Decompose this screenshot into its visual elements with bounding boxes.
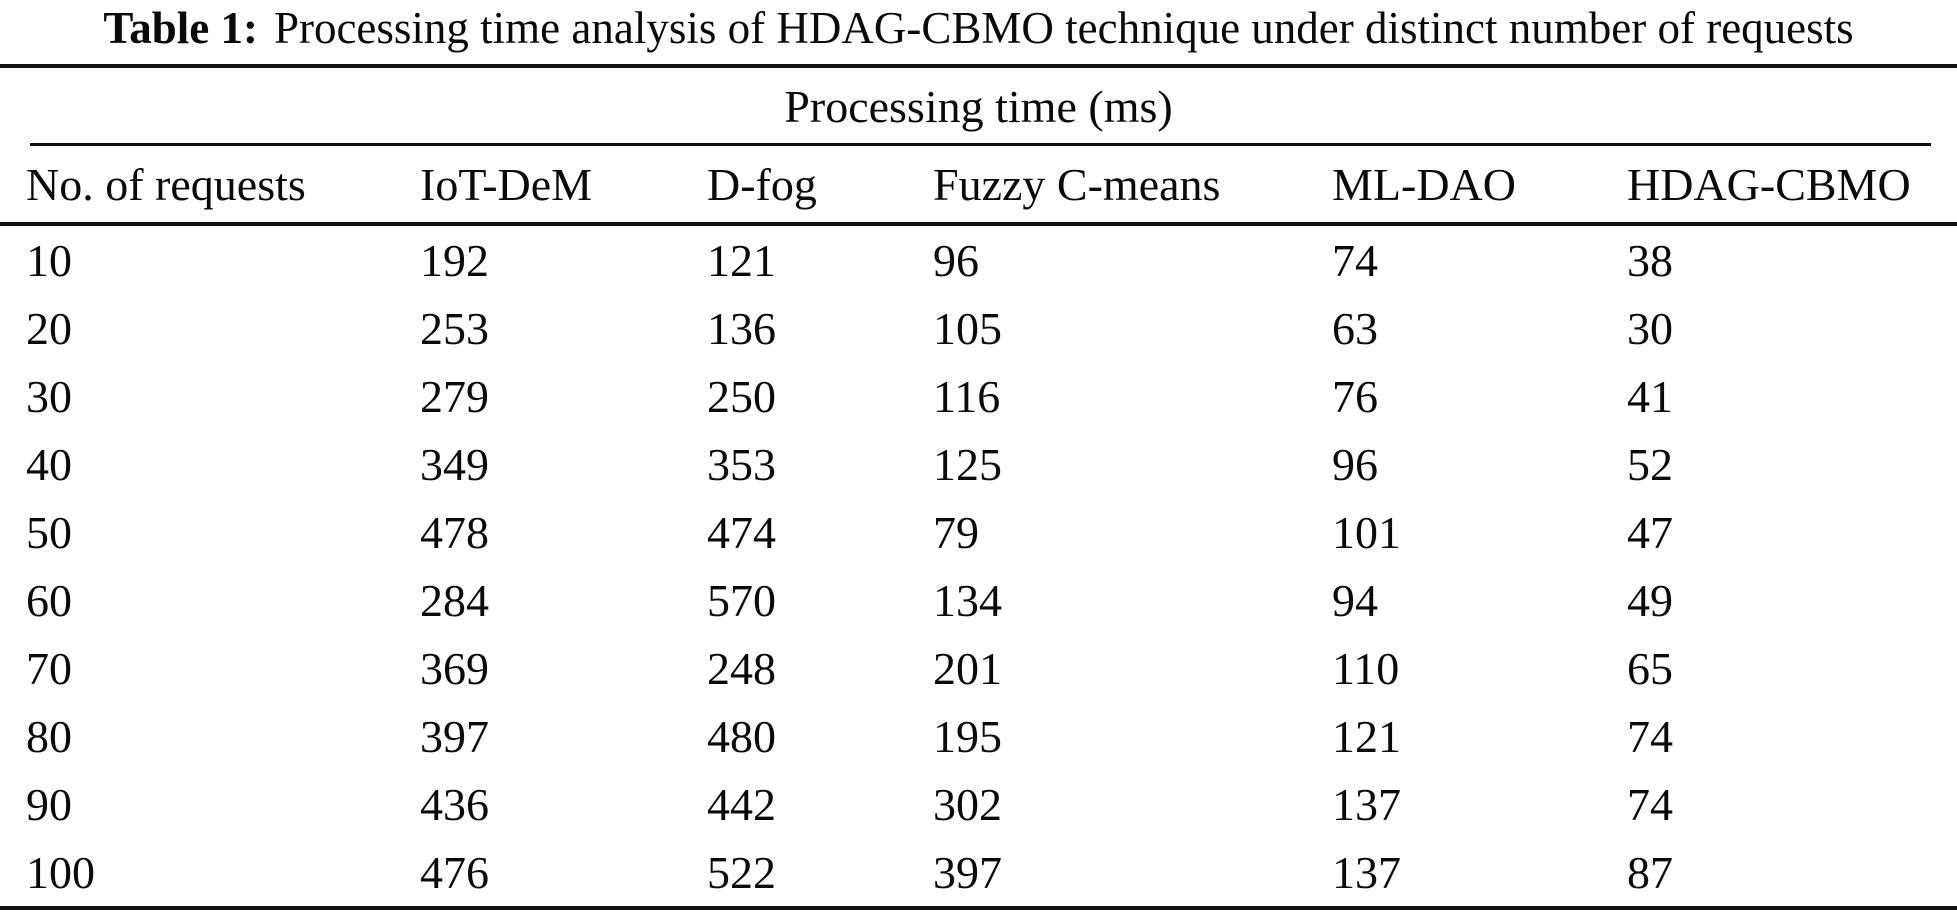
table-row: 100 476 522 397 137 87 (0, 838, 1957, 906)
table-cell: 50 (26, 506, 72, 558)
table-cell: 101 (1332, 506, 1401, 558)
table-row: 30 279 250 116 76 41 (0, 362, 1957, 430)
table-cell: 442 (707, 778, 776, 830)
table-cell: 52 (1627, 438, 1673, 490)
span-header-rule (30, 143, 1931, 146)
table-cell: 60 (26, 574, 72, 626)
table-cell: 134 (933, 574, 1002, 626)
table-cell: 480 (707, 710, 776, 762)
table-cell: 30 (1627, 302, 1673, 354)
table-cell: 397 (933, 846, 1002, 898)
table-cell: 195 (933, 710, 1002, 762)
table-row: 80 397 480 195 121 74 (0, 702, 1957, 770)
header-row: No. of requests IoT-DeM D-fog Fuzzy C-me… (0, 146, 1957, 226)
column-header-hdag-cbmo: HDAG-CBMO (1627, 146, 1957, 226)
table-bottom-rule (0, 906, 1957, 910)
table-row: 90 436 442 302 137 74 (0, 770, 1957, 838)
table-cell: 474 (707, 506, 776, 558)
table-cell: 47 (1627, 506, 1673, 558)
span-header-processing-time: Processing time (ms) (784, 81, 1173, 132)
table-cell: 90 (26, 778, 72, 830)
table-cell: 397 (420, 710, 489, 762)
table-cell: 87 (1627, 846, 1673, 898)
table-cell: 284 (420, 574, 489, 626)
table-row: 50 478 474 79 101 47 (0, 498, 1957, 566)
column-header-fuzzy-c-means: Fuzzy C-means (933, 146, 1332, 226)
table-cell: 70 (26, 642, 72, 694)
table-cell: 96 (933, 234, 979, 286)
table-cell: 96 (1332, 438, 1378, 490)
table-top-rule (0, 64, 1957, 68)
table-cell: 478 (420, 506, 489, 558)
table-cell: 279 (420, 370, 489, 422)
table-body: 10 192 121 96 74 38 20 253 136 105 63 30 30 279 250 116… (0, 224, 1957, 906)
table-cell: 116 (933, 370, 1001, 422)
table-cell: 121 (1332, 710, 1401, 762)
table-caption-text: Processing time analysis of HDAG-CBMO te… (273, 3, 1854, 53)
table-row: 10 192 121 96 74 38 (0, 224, 1957, 294)
table-cell: 100 (26, 846, 95, 898)
table-cell: 192 (420, 234, 489, 286)
table-cell: 74 (1627, 710, 1673, 762)
column-header-no-of-requests: No. of requests (0, 146, 420, 226)
table-cell: 76 (1332, 370, 1378, 422)
table-cell: 65 (1627, 642, 1673, 694)
table-cell: 94 (1332, 574, 1378, 626)
table-cell: 369 (420, 642, 489, 694)
table-cell: 79 (933, 506, 979, 558)
table-cell: 74 (1627, 778, 1673, 830)
table-cell: 38 (1627, 234, 1673, 286)
table-cell: 20 (26, 302, 72, 354)
column-header-ml-dao: ML-DAO (1332, 146, 1627, 226)
data-table: No. of requests IoT-DeM D-fog Fuzzy C-me… (0, 146, 1957, 906)
table-cell: 41 (1627, 370, 1673, 422)
table-caption: Table 1: Processing time analysis of HDAG… (0, 0, 1957, 64)
table-row: 20 253 136 105 63 30 (0, 294, 1957, 362)
column-header-iot-dem: IoT-DeM (420, 146, 707, 226)
table-cell: 74 (1332, 234, 1378, 286)
table-cell: 570 (707, 574, 776, 626)
table-cell: 137 (1332, 846, 1401, 898)
table-cell: 137 (1332, 778, 1401, 830)
table-row: 70 369 248 201 110 65 (0, 634, 1957, 702)
table-cell: 349 (420, 438, 489, 490)
table-cell: 522 (707, 846, 776, 898)
table-cell: 476 (420, 846, 489, 898)
table-cell: 125 (933, 438, 1002, 490)
table-cell: 136 (707, 302, 776, 354)
table-cell: 353 (707, 438, 776, 490)
table-cell: 250 (707, 370, 776, 422)
table-cell: 105 (933, 302, 1002, 354)
table-cell: 248 (707, 642, 776, 694)
table-cell: 63 (1332, 302, 1378, 354)
table-cell: 110 (1332, 642, 1400, 694)
table-row: 40 349 353 125 96 52 (0, 430, 1957, 498)
table-row: 60 284 570 134 94 49 (0, 566, 1957, 634)
column-header-d-fog: D-fog (707, 146, 933, 226)
table-cell: 253 (420, 302, 489, 354)
table-caption-label: Table 1: (103, 3, 258, 53)
table-cell: 121 (707, 234, 776, 286)
table-cell: 201 (933, 642, 1002, 694)
table-cell: 302 (933, 778, 1002, 830)
table-cell: 80 (26, 710, 72, 762)
table-cell: 30 (26, 370, 72, 422)
table-cell: 10 (26, 234, 72, 286)
table-cell: 40 (26, 438, 72, 490)
table-cell: 49 (1627, 574, 1673, 626)
table-cell: 436 (420, 778, 489, 830)
